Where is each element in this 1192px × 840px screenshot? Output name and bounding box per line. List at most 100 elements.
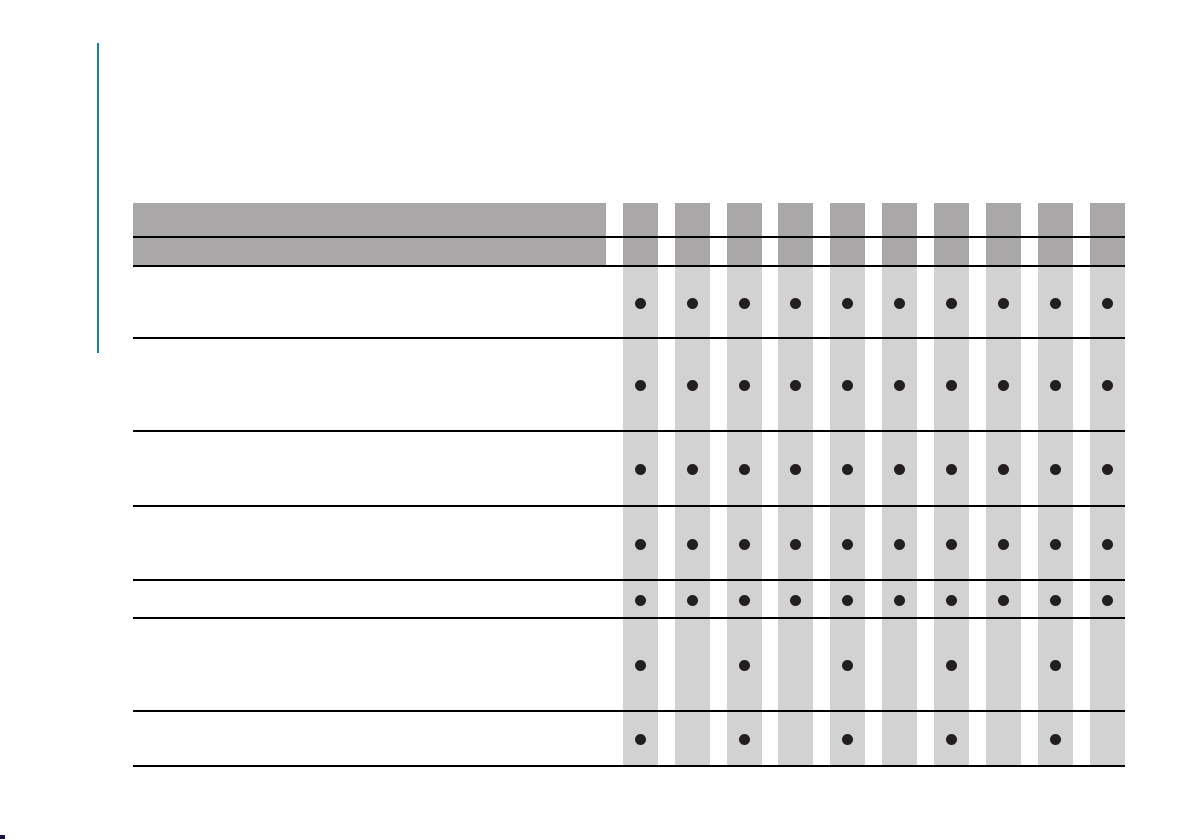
feature-dot [634,660,646,671]
feature-dot [686,297,698,309]
feature-dot [634,594,646,606]
column-header-cell [1089,203,1125,236]
feature-dot [894,594,906,606]
feature-dot [634,538,646,550]
corner-mark [0,835,5,839]
feature-dot [790,464,802,475]
feature-dot [894,380,906,391]
feature-dot [894,464,906,475]
feature-dot [738,734,750,745]
row-separator-line [133,765,1125,767]
column-header-cell [726,203,762,236]
feature-dot [1101,464,1113,475]
feature-dot [998,464,1009,475]
column-stripe [622,267,658,767]
feature-dot [686,594,698,606]
feature-dot [1049,594,1061,606]
column-header-cell [778,203,814,236]
feature-dot [634,734,646,745]
row-separator-line [133,430,1125,432]
column-header-cell [830,238,866,265]
feature-dot [738,538,750,550]
feature-dot [738,594,750,606]
feature-dot [998,380,1009,391]
feature-dot [1049,734,1061,745]
column-stripe [1089,267,1125,767]
feature-dot [1101,594,1113,606]
feature-dot [1101,538,1113,550]
column-header-cell [986,203,1021,236]
feature-dot [1101,297,1113,309]
feature-dot [634,380,646,391]
matrix-row [133,619,1125,712]
header-separator-line [133,265,1125,267]
feature-dot [634,464,646,475]
feature-dot [842,734,854,745]
column-stripe [830,267,866,767]
matrix-row [133,432,1125,507]
feature-dot [842,538,854,550]
column-header-cell [1089,238,1125,265]
column-header-cell [1037,238,1073,265]
column-stripe [934,267,970,767]
feature-dot [894,538,906,550]
feature-dot [894,297,906,309]
feature-dot [738,464,750,475]
feature-dot [946,734,958,745]
feature-dot [842,380,854,391]
feature-dot [946,538,958,550]
column-header-cell [674,203,710,236]
column-stripe [986,267,1021,767]
feature-dot [738,297,750,309]
feature-dot [1049,464,1061,475]
column-stripe [882,267,918,767]
column-header-cell [674,238,710,265]
feature-dot [946,297,958,309]
column-header-cell [830,203,866,236]
matrix-row [133,267,1125,339]
matrix-row [133,507,1125,581]
column-header-cell [986,238,1021,265]
row-separator-line [133,579,1125,581]
column-stripe [1037,267,1073,767]
feature-dot [686,538,698,550]
header-separator-line [133,236,1125,238]
feature-dot [842,660,854,671]
feature-dot [634,297,646,309]
column-header-cell [934,203,970,236]
feature-dot [1049,660,1061,671]
feature-dot [998,594,1009,606]
feature-matrix [133,203,1125,768]
feature-dot [790,297,802,309]
feature-dot [998,538,1009,550]
feature-dot [946,464,958,475]
feature-dot [738,380,750,391]
feature-dot [946,380,958,391]
feature-dot [738,660,750,671]
column-stripe [778,267,814,767]
feature-dot [790,594,802,606]
column-stripe [674,267,710,767]
column-header-cell [934,238,970,265]
column-header-cell [882,238,918,265]
feature-dot [790,538,802,550]
column-header-cell [1037,203,1073,236]
feature-dot [1101,380,1113,391]
column-header-cell [622,203,658,236]
feature-dot [1049,538,1061,550]
feature-dot [686,464,698,475]
column-header-cell [778,238,814,265]
feature-dot [842,464,854,475]
column-header-cell [726,238,762,265]
left-accent-rule [97,43,99,353]
feature-dot [946,594,958,606]
feature-dot [946,660,958,671]
row-label-header-cell [133,238,606,265]
matrix-row [133,712,1125,767]
feature-dot [790,380,802,391]
feature-dot [686,380,698,391]
feature-dot [1049,297,1061,309]
row-separator-line [133,337,1125,339]
row-label-header-cell [133,203,606,236]
